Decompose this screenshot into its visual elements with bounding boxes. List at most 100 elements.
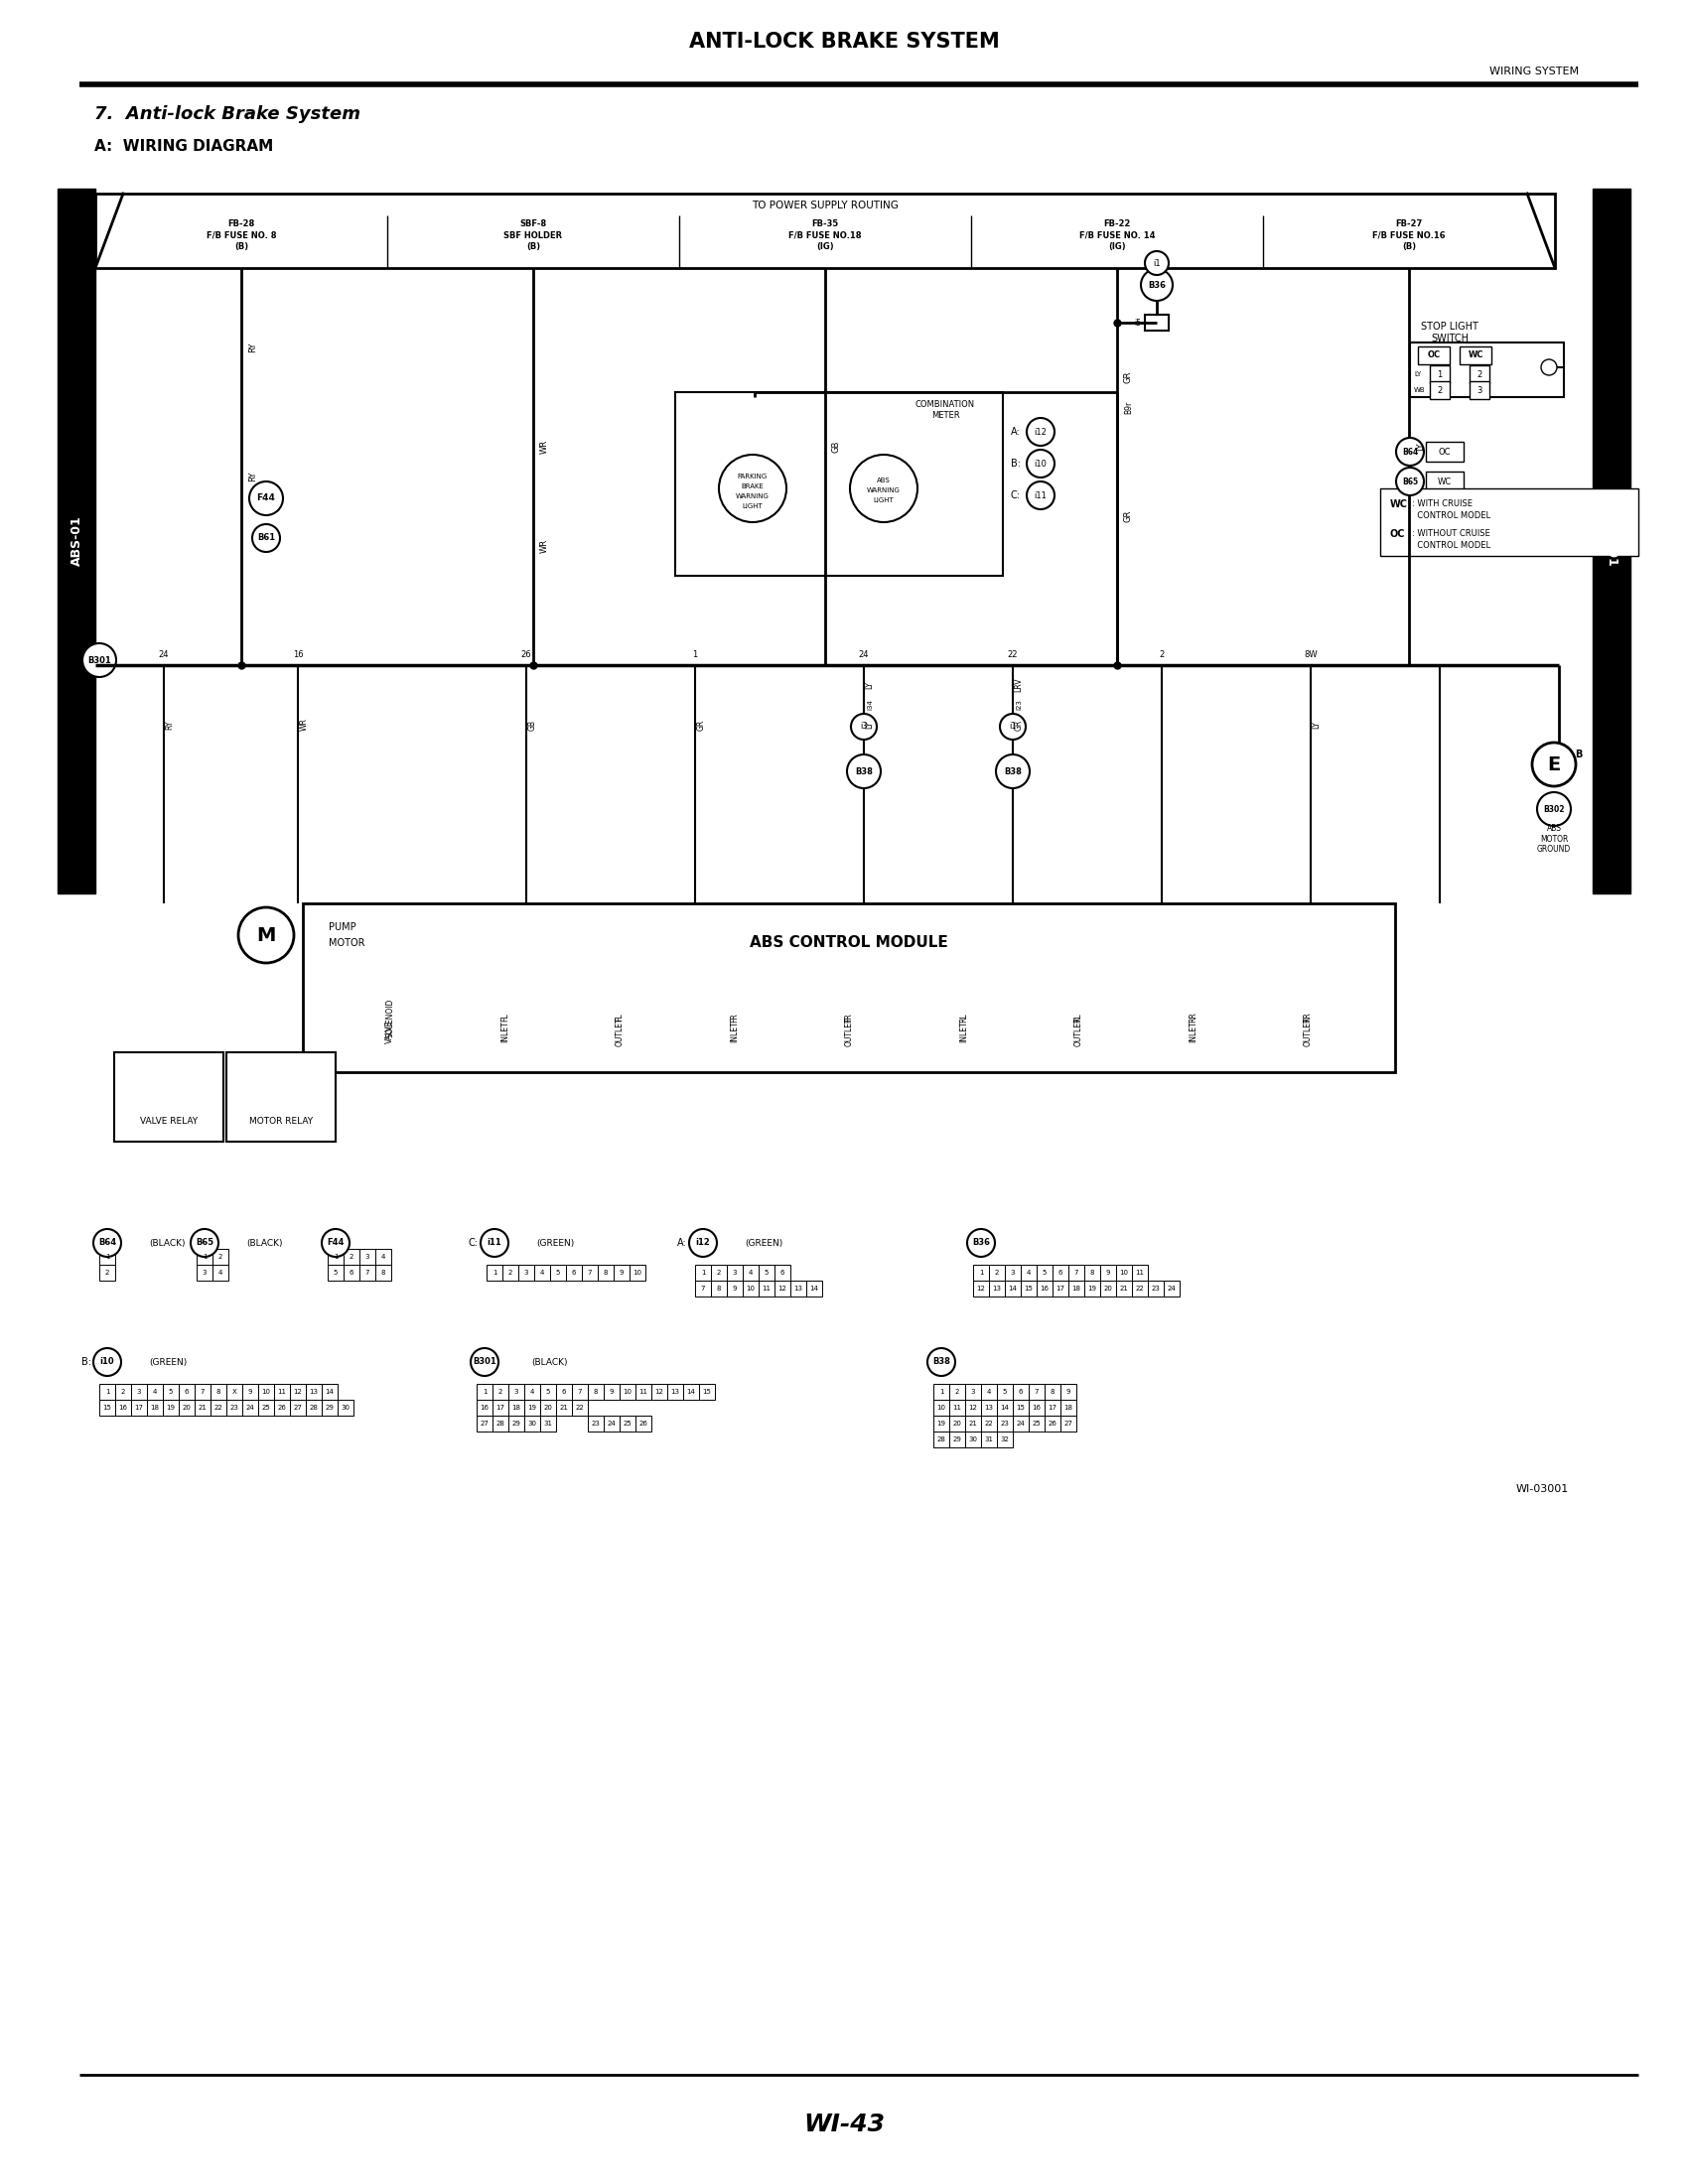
Text: 12: 12 bbox=[778, 1286, 787, 1291]
Text: 7: 7 bbox=[201, 1389, 204, 1396]
Text: 14: 14 bbox=[687, 1389, 695, 1396]
Text: (BLACK): (BLACK) bbox=[149, 1238, 186, 1247]
Text: (IG): (IG) bbox=[817, 242, 834, 251]
Text: WIRING SYSTEM: WIRING SYSTEM bbox=[1489, 66, 1578, 76]
Circle shape bbox=[999, 714, 1026, 740]
Bar bbox=[533, 1265, 550, 1280]
Bar bbox=[1144, 314, 1168, 330]
Text: FB-28: FB-28 bbox=[228, 218, 255, 227]
Text: 22: 22 bbox=[984, 1420, 993, 1426]
Text: 8: 8 bbox=[594, 1389, 598, 1396]
Text: GR: GR bbox=[697, 719, 706, 729]
Bar bbox=[540, 1415, 555, 1431]
Text: B61: B61 bbox=[257, 533, 275, 542]
Text: 24: 24 bbox=[1016, 1420, 1025, 1426]
Text: B64: B64 bbox=[1403, 448, 1418, 456]
Text: 3: 3 bbox=[203, 1269, 206, 1275]
Text: VALVE: VALVE bbox=[385, 1020, 395, 1044]
Bar bbox=[508, 1415, 525, 1431]
Text: OUTLET: OUTLET bbox=[1074, 1018, 1084, 1046]
Bar bbox=[360, 1249, 375, 1265]
Text: 7: 7 bbox=[577, 1389, 582, 1396]
Text: 16: 16 bbox=[118, 1404, 128, 1411]
Text: 7.  Anti-lock Brake System: 7. Anti-lock Brake System bbox=[95, 105, 361, 122]
Bar bbox=[728, 1280, 743, 1297]
Bar bbox=[273, 1385, 290, 1400]
Bar bbox=[226, 1053, 336, 1142]
Text: B302: B302 bbox=[1543, 804, 1565, 815]
Text: A:: A: bbox=[1011, 426, 1021, 437]
Bar bbox=[981, 1431, 998, 1448]
Text: FB-27: FB-27 bbox=[1396, 218, 1423, 227]
Circle shape bbox=[471, 1348, 498, 1376]
Text: OC: OC bbox=[1391, 529, 1406, 539]
Text: OUTLET: OUTLET bbox=[614, 1018, 625, 1046]
Text: 23: 23 bbox=[1001, 1420, 1009, 1426]
Bar bbox=[327, 1265, 344, 1280]
Bar bbox=[728, 1265, 743, 1280]
Bar bbox=[1045, 1415, 1060, 1431]
Text: 4: 4 bbox=[987, 1389, 991, 1396]
Bar bbox=[949, 1385, 966, 1400]
Text: 22: 22 bbox=[214, 1404, 223, 1411]
Text: 16: 16 bbox=[1040, 1286, 1048, 1291]
Text: 1: 1 bbox=[493, 1269, 496, 1275]
Bar bbox=[115, 1385, 132, 1400]
Text: RR: RR bbox=[1303, 1011, 1312, 1022]
Text: GR: GR bbox=[1014, 719, 1023, 729]
Circle shape bbox=[1144, 251, 1168, 275]
Bar bbox=[1409, 343, 1563, 397]
Circle shape bbox=[1541, 360, 1556, 376]
Text: 10: 10 bbox=[1119, 1269, 1129, 1275]
Bar bbox=[1460, 347, 1492, 365]
Text: 14: 14 bbox=[326, 1389, 334, 1396]
Bar bbox=[758, 1265, 775, 1280]
Bar bbox=[981, 1415, 998, 1431]
Bar bbox=[1036, 1280, 1053, 1297]
Text: 21: 21 bbox=[197, 1404, 208, 1411]
Text: TO POWER SUPPLY ROUTING: TO POWER SUPPLY ROUTING bbox=[751, 201, 898, 210]
Bar bbox=[1013, 1400, 1028, 1415]
Bar bbox=[1069, 1265, 1084, 1280]
Text: 21: 21 bbox=[969, 1420, 977, 1426]
Text: 15: 15 bbox=[1025, 1286, 1033, 1291]
Text: WR: WR bbox=[540, 439, 549, 454]
Text: OUTLET: OUTLET bbox=[1303, 1018, 1312, 1046]
Bar bbox=[1593, 188, 1631, 893]
Bar bbox=[322, 1400, 338, 1415]
Text: 9: 9 bbox=[1106, 1269, 1111, 1275]
Text: : WITH CRUISE: : WITH CRUISE bbox=[1411, 500, 1472, 509]
Text: 23: 23 bbox=[1151, 1286, 1160, 1291]
Circle shape bbox=[1141, 269, 1173, 301]
Text: 6: 6 bbox=[562, 1389, 565, 1396]
Text: 25: 25 bbox=[262, 1404, 270, 1411]
Text: 1: 1 bbox=[979, 1269, 982, 1275]
Text: 3: 3 bbox=[733, 1269, 738, 1275]
Text: GB: GB bbox=[832, 441, 841, 452]
Bar bbox=[1116, 1265, 1133, 1280]
Circle shape bbox=[847, 753, 881, 788]
Circle shape bbox=[689, 1230, 717, 1256]
Text: 13: 13 bbox=[793, 1286, 803, 1291]
Text: ABS: ABS bbox=[876, 478, 891, 483]
Bar bbox=[807, 1280, 822, 1297]
Bar bbox=[635, 1415, 652, 1431]
Bar bbox=[635, 1385, 652, 1400]
Text: 19: 19 bbox=[1087, 1286, 1097, 1291]
Text: 10: 10 bbox=[633, 1269, 641, 1275]
Text: 1: 1 bbox=[333, 1254, 338, 1260]
Text: 1: 1 bbox=[105, 1254, 110, 1260]
Text: INLET: INLET bbox=[1188, 1020, 1198, 1042]
Text: GB: GB bbox=[528, 719, 537, 729]
Text: INLET: INLET bbox=[959, 1020, 969, 1042]
Text: 26: 26 bbox=[522, 651, 532, 660]
Text: 27: 27 bbox=[294, 1404, 302, 1411]
Bar bbox=[344, 1249, 360, 1265]
Bar bbox=[302, 904, 1394, 1072]
Text: ABS
MOTOR
GROUND: ABS MOTOR GROUND bbox=[1538, 823, 1572, 854]
Text: 19: 19 bbox=[167, 1404, 176, 1411]
Bar bbox=[258, 1385, 273, 1400]
Text: 26: 26 bbox=[1048, 1420, 1057, 1426]
Bar bbox=[1470, 365, 1489, 382]
Text: 11: 11 bbox=[952, 1404, 962, 1411]
